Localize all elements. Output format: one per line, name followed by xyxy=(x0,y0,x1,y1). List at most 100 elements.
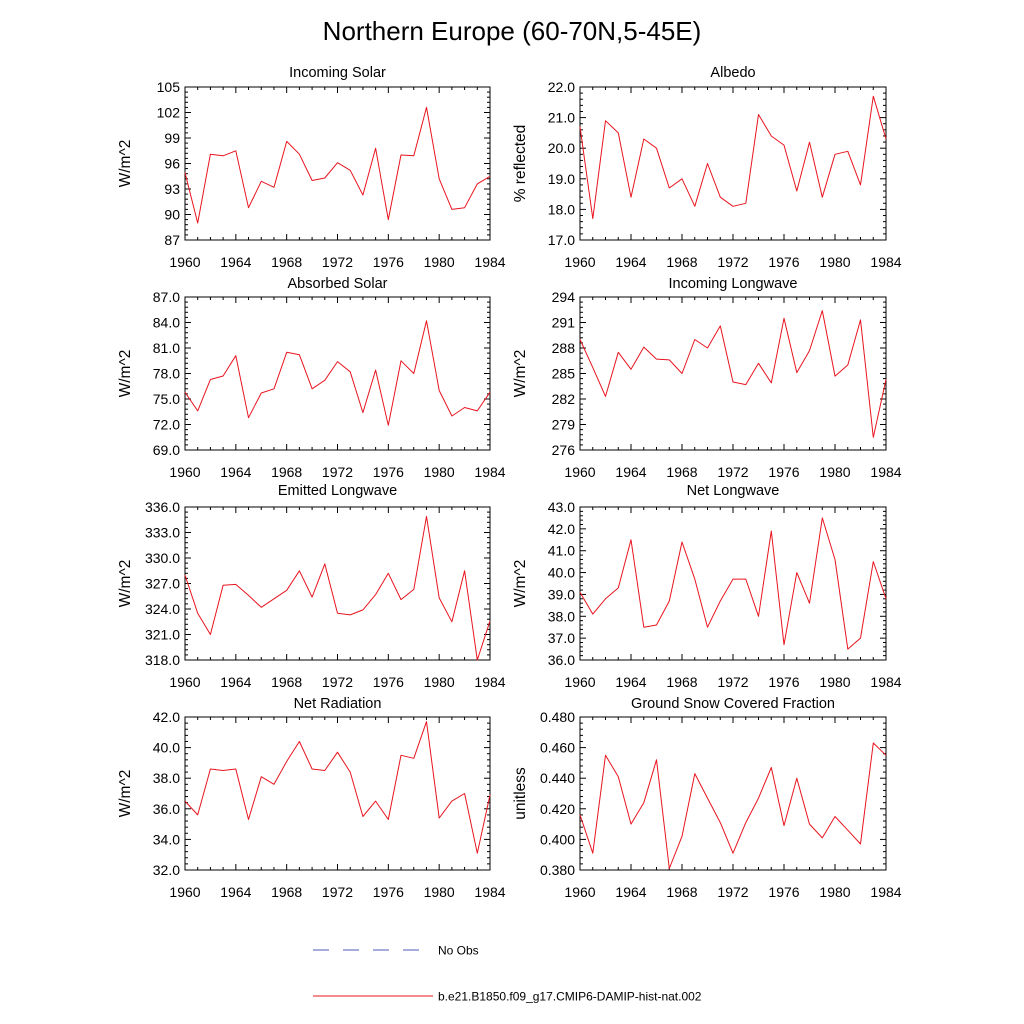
panel-title: Net Radiation xyxy=(294,696,382,712)
x-tick-label: 1972 xyxy=(322,674,353,690)
x-tick-label: 1960 xyxy=(564,464,595,480)
x-tick-label: 1960 xyxy=(564,254,595,270)
legend-label-1: No Obs xyxy=(438,944,479,958)
y-axis-label: W/m^2 xyxy=(117,350,134,398)
panel-6: Net Longwave 36.0 37.0 38.0 39.0 40.0 41.0 42.0… xyxy=(512,483,902,690)
x-tick-label: 1960 xyxy=(169,884,200,900)
plot-frame xyxy=(184,86,491,241)
y-tick-label: 21.0 xyxy=(548,110,575,126)
y-tick-label: 40.0 xyxy=(548,565,575,581)
x-tick-label: 1972 xyxy=(717,674,748,690)
y-tick-label: 36.0 xyxy=(153,801,180,817)
x-tick-label: 1964 xyxy=(220,464,251,480)
y-tick-label: 87 xyxy=(164,232,180,248)
y-tick-label: 285 xyxy=(552,366,576,382)
x-tick-label: 1980 xyxy=(819,674,850,690)
y-tick-label: 37.0 xyxy=(548,630,575,646)
y-tick-label: 0.420 xyxy=(540,801,575,817)
y-tick-label: 81.0 xyxy=(153,340,180,356)
panel-3: Absorbed Solar 69.0 72.0 75.0 78.0 81.0 84.0 87… xyxy=(117,276,506,480)
y-tick-label: 330.0 xyxy=(145,550,180,566)
x-tick-label: 1968 xyxy=(271,884,302,900)
y-tick-label: 102 xyxy=(157,105,181,121)
x-tick-label: 1976 xyxy=(768,254,799,270)
x-tick-label: 1980 xyxy=(424,464,455,480)
y-tick-label: 96 xyxy=(164,156,180,172)
panel-title: Absorbed Solar xyxy=(288,276,388,292)
y-tick-label: 324.0 xyxy=(145,601,180,617)
x-tick-label: 1968 xyxy=(271,674,302,690)
y-tick-label: 32.0 xyxy=(153,862,180,878)
plot-frame xyxy=(579,86,887,241)
y-tick-label: 78.0 xyxy=(153,366,180,382)
y-tick-label: 99 xyxy=(164,130,180,146)
y-axis-label: W/m^2 xyxy=(117,560,134,608)
panel-4: Incoming Longwave 276 279 282 285 288 291 294 19… xyxy=(512,276,902,480)
y-tick-label: 87.0 xyxy=(153,289,180,305)
x-tick-label: 1972 xyxy=(717,884,748,900)
x-tick-label: 1980 xyxy=(819,464,850,480)
y-tick-label: 40.0 xyxy=(153,740,180,756)
panel-title: Incoming Solar xyxy=(289,65,386,81)
y-tick-label: 42.0 xyxy=(153,709,180,725)
x-tick-label: 1976 xyxy=(373,674,404,690)
x-tick-label: 1976 xyxy=(768,674,799,690)
x-tick-label: 1984 xyxy=(474,884,505,900)
y-tick-label: 38.0 xyxy=(153,770,180,786)
x-tick-label: 1960 xyxy=(169,674,200,690)
x-tick-label: 1968 xyxy=(666,254,697,270)
plot-frame xyxy=(579,296,887,451)
y-tick-label: 105 xyxy=(157,79,181,95)
y-tick-label: 41.0 xyxy=(548,543,575,559)
panel-7: Net Radiation 32.0 34.0 36.0 38.0 40.0 42.0 196… xyxy=(117,696,506,900)
y-tick-label: 321.0 xyxy=(145,627,180,643)
y-tick-label: 72.0 xyxy=(153,417,180,433)
x-tick-label: 1972 xyxy=(717,464,748,480)
y-tick-label: 0.400 xyxy=(540,831,575,847)
y-tick-label: 20.0 xyxy=(548,140,575,156)
x-tick-label: 1964 xyxy=(615,674,646,690)
plot-frame xyxy=(579,716,887,871)
x-tick-label: 1980 xyxy=(819,884,850,900)
x-tick-label: 1972 xyxy=(322,884,353,900)
y-tick-label: 0.440 xyxy=(540,770,575,786)
y-tick-label: 36.0 xyxy=(548,652,575,668)
y-tick-label: 294 xyxy=(552,289,576,305)
plot-frame xyxy=(579,506,887,661)
y-axis-label: unitless xyxy=(512,767,529,820)
x-tick-label: 1964 xyxy=(220,884,251,900)
plot-frame xyxy=(184,716,491,871)
x-tick-label: 1972 xyxy=(717,254,748,270)
y-tick-label: 0.380 xyxy=(540,862,575,878)
x-tick-label: 1976 xyxy=(373,884,404,900)
y-tick-label: 0.480 xyxy=(540,709,575,725)
x-tick-label: 1968 xyxy=(666,674,697,690)
x-tick-label: 1968 xyxy=(666,884,697,900)
y-axis-label: W/m^2 xyxy=(117,140,134,188)
panel-title: Net Longwave xyxy=(687,483,780,499)
x-tick-label: 1968 xyxy=(271,464,302,480)
series-line xyxy=(579,95,887,220)
y-tick-label: 39.0 xyxy=(548,586,575,602)
x-tick-label: 1960 xyxy=(169,254,200,270)
y-tick-label: 333.0 xyxy=(145,525,180,541)
y-tick-label: 84.0 xyxy=(153,315,180,331)
y-tick-label: 336.0 xyxy=(145,499,180,515)
panel-title: Emitted Longwave xyxy=(278,483,397,499)
y-axis-label: % reflected xyxy=(512,125,529,203)
x-tick-label: 1960 xyxy=(564,674,595,690)
x-tick-label: 1984 xyxy=(474,464,505,480)
figure-title: Northern Europe (60-70N,5-45E) xyxy=(323,16,702,46)
panel-1: Incoming Solar 87 90 93 96 99 102 105 1960 1964 19… xyxy=(117,65,506,270)
panel-title: Albedo xyxy=(710,65,755,81)
y-tick-label: 279 xyxy=(552,417,576,433)
panel-title: Ground Snow Covered Fraction xyxy=(631,696,835,712)
series-line xyxy=(184,721,491,854)
y-tick-label: 318.0 xyxy=(145,652,180,668)
x-tick-label: 1972 xyxy=(322,464,353,480)
y-tick-label: 17.0 xyxy=(548,232,575,248)
y-tick-label: 43.0 xyxy=(548,499,575,515)
panels: Incoming Solar 87 90 93 96 99 102 105 1960 1964 19… xyxy=(117,65,902,900)
panel-title: Incoming Longwave xyxy=(669,276,798,292)
